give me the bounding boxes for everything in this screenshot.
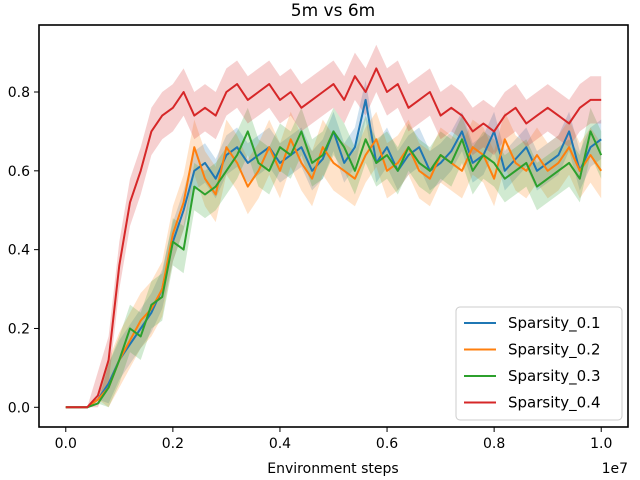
y-axis: 0.0 0.2 0.4 0.6 0.8 [8, 85, 39, 416]
x-tick-label: 1.0 [590, 436, 612, 452]
y-tick-label: 0.8 [8, 85, 30, 101]
y-tick-label: 0.4 [8, 243, 30, 259]
chart-title: 5m vs 6m [291, 1, 375, 21]
x-tick-label: 0.6 [376, 436, 398, 452]
x-tick-label: 0.4 [269, 436, 291, 452]
legend-box [455, 306, 623, 421]
series-line-3 [65, 130, 603, 409]
series-line-4 [65, 67, 602, 409]
legend-label: Sparsity_0.2 [508, 341, 601, 360]
x-axis-offset-label: 1e7 [602, 461, 628, 477]
x-axis-label: Environment steps [267, 461, 398, 477]
x-tick-label: 0.0 [55, 436, 77, 452]
series-band-2 [65, 111, 602, 408]
x-tick-label: 0.2 [162, 436, 184, 452]
x-axis: 0.0 0.2 0.4 0.6 0.8 1.0 [55, 427, 612, 452]
y-tick-label: 0.0 [8, 400, 30, 416]
legend-label: Sparsity_0.1 [508, 314, 601, 333]
x-tick-label: 0.8 [483, 436, 505, 452]
y-tick-label: 0.6 [8, 164, 30, 180]
series-band-4 [65, 44, 602, 408]
legend-label: Sparsity_0.3 [508, 367, 601, 386]
series-band-3 [65, 107, 602, 408]
plot-area [65, 44, 603, 409]
legend: Sparsity_0.1 Sparsity_0.2 Sparsity_0.3 Spar… [455, 306, 623, 421]
y-tick-label: 0.2 [8, 321, 30, 337]
legend-label: Sparsity_0.4 [508, 394, 601, 413]
plot-frame [38, 24, 629, 428]
